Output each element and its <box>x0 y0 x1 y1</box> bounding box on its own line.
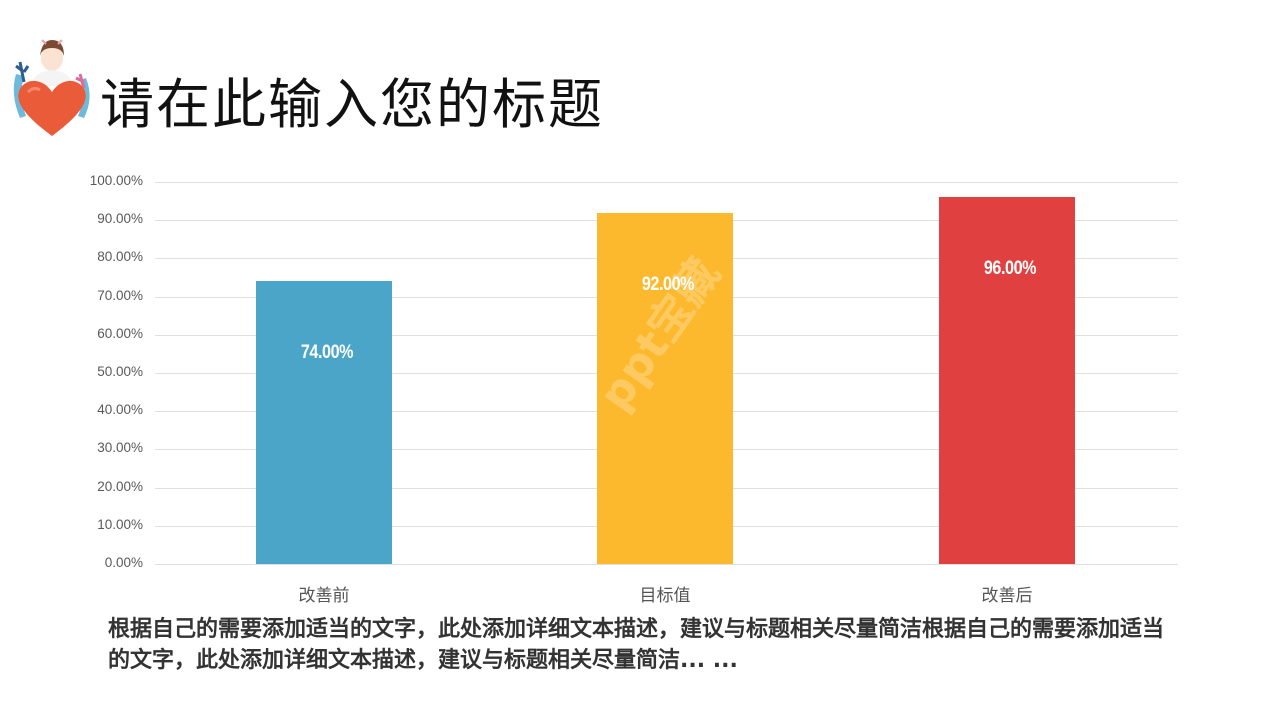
bar-0: 74.00% <box>256 281 392 564</box>
y-axis-tick-label: 100.00% <box>89 173 143 188</box>
y-axis-tick-label: 60.00% <box>97 325 143 341</box>
y-axis-tick-label: 10.00% <box>97 516 143 532</box>
page-title: 请在此输入您的标题 <box>100 73 604 136</box>
y-axis-tick-label: 70.00% <box>97 287 143 303</box>
y-axis-tick-label: 50.00% <box>97 364 143 379</box>
x-axis-category-label: 改善后 <box>981 586 1033 606</box>
bar-value-label: 96.00% <box>983 258 1037 280</box>
y-axis-tick-label: 80.00% <box>97 249 143 265</box>
y-axis-tick-label: 20.00% <box>97 478 143 494</box>
y-axis-tick-label: 90.00% <box>97 211 143 227</box>
y-axis-tick-label: 0.00% <box>104 555 143 570</box>
description-text: 根据自己的需要添加适当的文字，此处添加详细文本描述，建议与标题相关尽量简洁根据自… <box>108 617 1165 673</box>
gridline <box>155 182 1178 183</box>
bar-chart: 0.00% 10.00% 20.00% 30.00% 40.00% 50.00% 60.00… <box>89 173 1178 606</box>
bar-2: 96.00% <box>939 197 1075 564</box>
gridline <box>155 564 1178 565</box>
y-axis-tick-label: 40.00% <box>97 402 143 418</box>
x-axis-category-label: 目标值 <box>639 586 691 606</box>
bar-value-label: 74.00% <box>300 342 354 364</box>
x-axis-category-label: 改善前 <box>298 586 350 606</box>
nurse-heart-icon <box>2 34 102 140</box>
bar-1: 92.00% <box>597 212 733 564</box>
y-axis-tick-label: 30.00% <box>97 440 143 456</box>
bar-value-label: 92.00% <box>641 273 695 295</box>
